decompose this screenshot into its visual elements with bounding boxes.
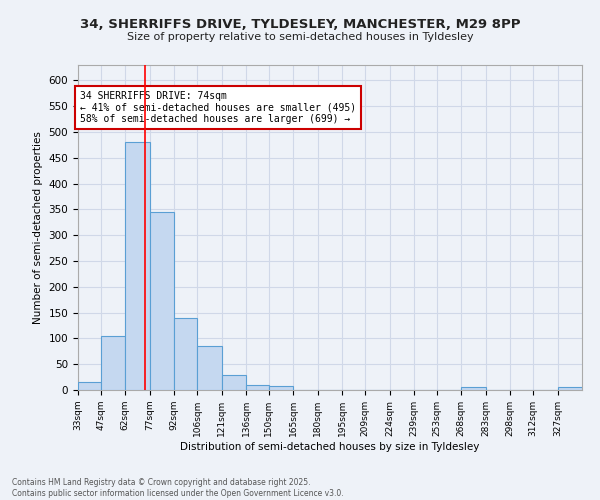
Y-axis label: Number of semi-detached properties: Number of semi-detached properties xyxy=(33,131,43,324)
Bar xyxy=(557,388,582,390)
Text: Size of property relative to semi-detached houses in Tyldesley: Size of property relative to semi-detach… xyxy=(127,32,473,42)
Text: 34 SHERRIFFS DRIVE: 74sqm
← 41% of semi-detached houses are smaller (495)
58% of: 34 SHERRIFFS DRIVE: 74sqm ← 41% of semi-… xyxy=(80,91,356,124)
Text: 34, SHERRIFFS DRIVE, TYLDESLEY, MANCHESTER, M29 8PP: 34, SHERRIFFS DRIVE, TYLDESLEY, MANCHEST… xyxy=(80,18,520,30)
Bar xyxy=(221,374,246,390)
Bar xyxy=(150,212,174,390)
Bar xyxy=(461,388,486,390)
Bar xyxy=(174,318,197,390)
Bar xyxy=(101,336,125,390)
Bar xyxy=(269,386,293,390)
Bar xyxy=(78,382,101,390)
X-axis label: Distribution of semi-detached houses by size in Tyldesley: Distribution of semi-detached houses by … xyxy=(181,442,479,452)
Bar xyxy=(246,385,269,390)
Bar xyxy=(197,346,221,390)
Text: Contains HM Land Registry data © Crown copyright and database right 2025.
Contai: Contains HM Land Registry data © Crown c… xyxy=(12,478,344,498)
Bar xyxy=(125,142,150,390)
